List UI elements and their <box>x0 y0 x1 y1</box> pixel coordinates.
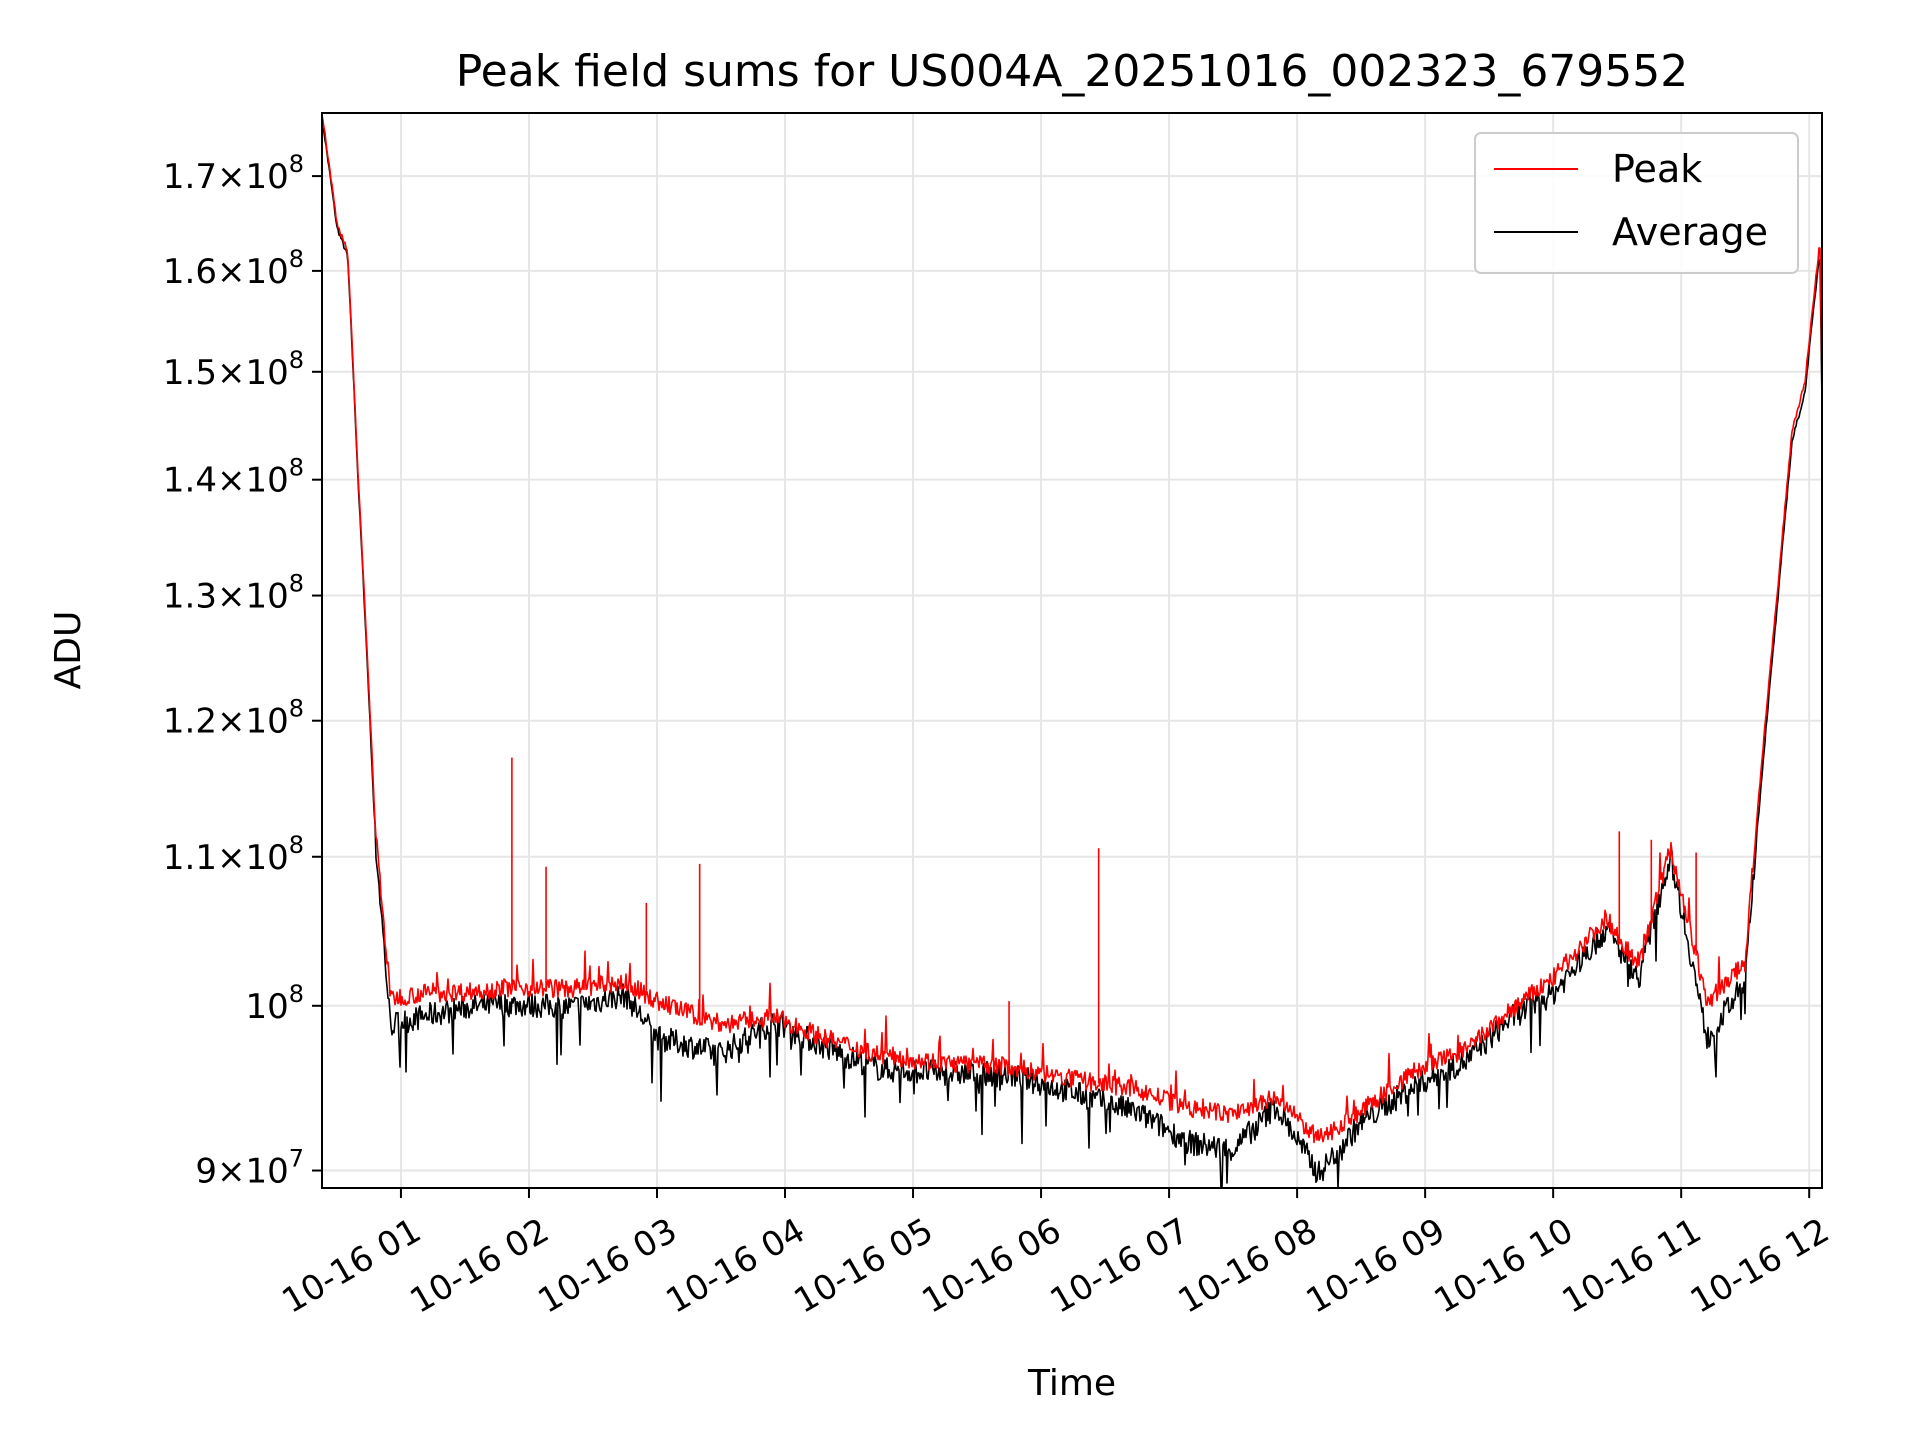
legend: Peak Average <box>1474 132 1799 274</box>
y-tick-label: 1.4×108 <box>163 454 304 501</box>
y-tick-label: 1.5×108 <box>163 346 304 393</box>
chart-title: Peak field sums for US004A_20251016_0023… <box>456 46 1689 97</box>
y-tick-label: 1.1×108 <box>163 831 304 878</box>
y-tick-label: 1.2×108 <box>163 695 304 742</box>
y-axis: 9×107 108 1.1×108 1.2×108 1.3×108 1.4×108 1.5×… <box>163 150 322 1192</box>
plot-area <box>321 114 1823 1189</box>
y-tick-label: 9×107 <box>195 1145 304 1192</box>
y-tick-label: 108 <box>245 980 304 1027</box>
y-tick-label: 1.3×108 <box>163 570 304 617</box>
series-line-average <box>321 119 1823 1189</box>
plot-frame <box>321 112 1823 1189</box>
y-tick-label: 1.7×108 <box>163 150 304 197</box>
legend-average-label: Average <box>1612 210 1768 254</box>
series-line-peak <box>321 114 1823 1144</box>
y-tick-label: 1.6×108 <box>163 245 304 292</box>
legend-peak-label: Peak <box>1612 147 1702 191</box>
x-axis-label: Time <box>1027 1363 1116 1404</box>
y-axis-label: ADU <box>48 611 89 690</box>
